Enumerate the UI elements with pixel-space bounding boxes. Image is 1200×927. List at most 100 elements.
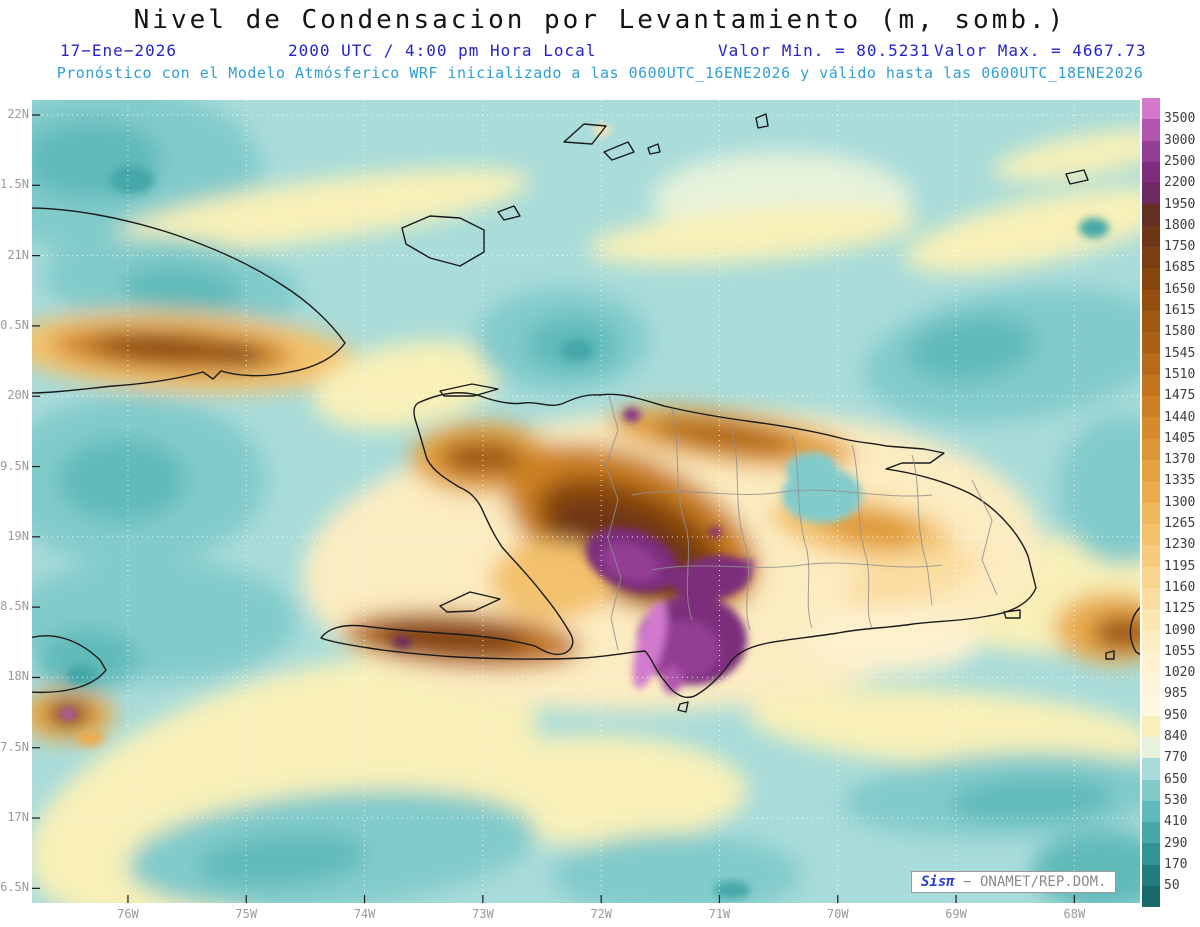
colorbar-swatch: [1142, 268, 1160, 290]
x-axis-label: 71W: [708, 907, 731, 921]
colorbar-label: 1615: [1164, 303, 1196, 318]
colorbar-label: 770: [1164, 750, 1188, 766]
colorbar-label: 1685: [1164, 260, 1196, 276]
saona-island: [1003, 609, 1021, 619]
colorbar-label: 1370: [1164, 452, 1196, 468]
watermark-brand: Sisπ: [921, 874, 955, 890]
colorbar-label: 1125: [1164, 601, 1196, 617]
admin-borders: [605, 395, 998, 651]
colorbar-swatch: [1142, 140, 1160, 162]
colorbar-swatch: [1142, 800, 1160, 823]
colorbar-label: 1475: [1164, 388, 1196, 404]
lcl-field-detail-blobs: [59, 124, 1109, 899]
y-axis-label: 21N: [7, 247, 29, 262]
watermark: Sisπ − ONAMET/REP.DOM.: [911, 871, 1117, 893]
colorbar-swatch: [1142, 736, 1160, 759]
colorbar-swatch: [1142, 694, 1160, 716]
silver-bank-island: [1065, 169, 1089, 185]
y-axis-label: 1.5N: [0, 177, 29, 192]
colorbar: [1142, 98, 1160, 908]
hispaniola-coastline: [320, 392, 1037, 699]
colorbar-label: 1160: [1164, 579, 1196, 595]
y-axis-label: 18N: [7, 669, 29, 684]
colorbar-swatch: [1142, 460, 1160, 482]
colorbar-swatch: [1142, 864, 1160, 886]
gonave-island: [439, 591, 501, 613]
colorbar-swatch: [1142, 98, 1160, 120]
colorbar-label: 170: [1164, 856, 1188, 872]
coastlines: [32, 113, 1140, 713]
colorbar-label: 1750: [1164, 239, 1196, 255]
colorbar-label: 3000: [1164, 132, 1196, 148]
puerto-rico-coastline: [1129, 606, 1140, 656]
colorbar-label: 1335: [1164, 473, 1196, 489]
page-title: Nivel de Condensacion por Levantamiento …: [133, 5, 1067, 35]
colorbar-label: 1230: [1164, 537, 1196, 553]
forecast-date: 17−Ene−2026: [60, 41, 177, 60]
colorbar-swatch: [1142, 119, 1160, 141]
colorbar-swatch: [1142, 609, 1160, 631]
colorbar-label: 290: [1164, 835, 1188, 851]
colorbar-swatch: [1142, 438, 1160, 461]
little-inagua-island: [497, 205, 521, 221]
colorbar-label: 985: [1164, 686, 1188, 702]
colorbar-label: 1440: [1164, 409, 1196, 425]
colorbar-swatch: [1142, 630, 1160, 652]
colorbar-swatch: [1142, 310, 1160, 333]
x-axis-label: 69W: [945, 907, 967, 921]
value-max-label: Valor Max. = 4667.73: [934, 41, 1147, 60]
colorbar-swatch: [1142, 289, 1160, 311]
colorbar-label: 1950: [1164, 196, 1196, 212]
colorbar-label: 1020: [1164, 665, 1196, 681]
colorbar-label: 1650: [1164, 281, 1196, 297]
colorbar-swatch: [1142, 843, 1160, 865]
y-axis-label: 0.5N: [0, 317, 29, 332]
colorbar-label: 950: [1164, 707, 1188, 723]
colorbar-label: 50: [1164, 878, 1180, 894]
colorbar-swatch: [1142, 225, 1160, 248]
colorbar-swatch: [1142, 566, 1160, 588]
model-init-line: Pronóstico con el Modelo Atmósferico WRF…: [56, 64, 1144, 82]
colorbar-swatch: [1142, 332, 1160, 354]
colorbar-label: 840: [1164, 729, 1188, 744]
colorbar-label: 1405: [1164, 430, 1196, 446]
x-axis-label: 74W: [353, 907, 376, 921]
colorbar-label: 1195: [1164, 558, 1196, 574]
colorbar-swatch: [1142, 545, 1160, 567]
colorbar-swatch: [1142, 353, 1160, 375]
cuba-coastline: [32, 207, 346, 394]
colorbar-label: 1545: [1164, 345, 1196, 361]
colorbar-swatch: [1142, 204, 1160, 226]
colorbar-swatch: [1142, 715, 1160, 737]
colorbar-label: 1300: [1164, 494, 1196, 510]
forecast-map: Sisπ − ONAMET/REP.DOM.: [32, 100, 1140, 903]
colorbar-label: 2500: [1164, 153, 1196, 169]
colorbar-swatch: [1142, 758, 1160, 780]
colorbar-label: 1510: [1164, 366, 1196, 382]
colorbar-label: 1580: [1164, 324, 1196, 340]
colorbar-swatch: [1142, 481, 1160, 503]
y-axis-label: 17N: [7, 810, 29, 825]
colorbar-swatch: [1142, 885, 1160, 908]
colorbar-swatch: [1142, 161, 1160, 184]
forecast-valid-time: 2000 UTC / 4:00 pm Hora Local: [288, 41, 597, 60]
x-axis-label: 75W: [235, 907, 258, 921]
colorbar-label: 650: [1164, 771, 1188, 787]
beata-island: [677, 701, 689, 713]
x-axis-label: 72W: [590, 907, 612, 921]
colorbar-label: 1265: [1164, 516, 1196, 531]
colorbar-label: 1055: [1164, 643, 1196, 659]
watermark-org: − ONAMET/REP.DOM.: [954, 874, 1107, 890]
y-axis-label: 6.5N: [0, 880, 29, 895]
colorbar-swatch: [1142, 822, 1160, 844]
colorbar-swatch: [1142, 587, 1160, 610]
colorbar-swatch: [1142, 417, 1160, 439]
colorbar-swatch: [1142, 502, 1160, 524]
colorbar-label: 410: [1164, 814, 1188, 830]
great-inagua-island: [401, 215, 485, 267]
turks-island: [755, 113, 769, 129]
colorbar-swatch: [1142, 651, 1160, 674]
x-axis-label: 76W: [117, 907, 139, 921]
colorbar-label: 2200: [1164, 175, 1196, 191]
